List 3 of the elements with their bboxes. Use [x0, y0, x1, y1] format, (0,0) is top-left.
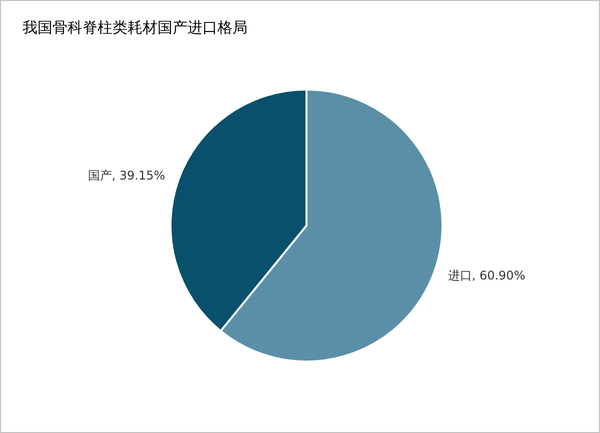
chart-title: 我国骨科脊柱类耗材国产进口格局: [22, 18, 248, 36]
slice-label: 进口, 60.90%: [448, 268, 526, 283]
slice-label: 国产, 39.15%: [88, 168, 166, 182]
